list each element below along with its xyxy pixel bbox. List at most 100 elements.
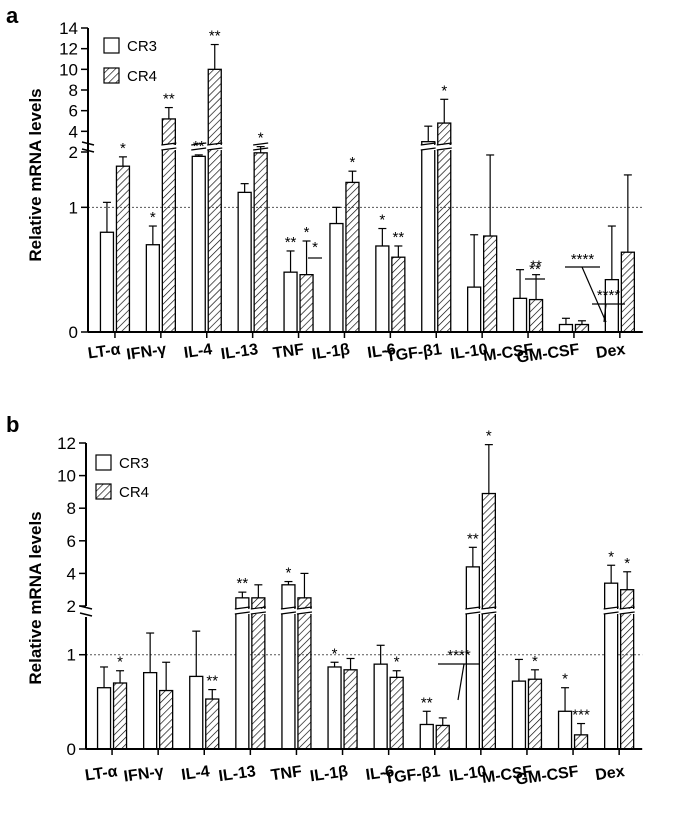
cr4-bar-group: * bbox=[389, 654, 404, 750]
significance-mark: * bbox=[120, 140, 126, 157]
cr4-bar bbox=[620, 251, 635, 333]
significance-mark: ** bbox=[393, 229, 405, 246]
cr4-bar-group: ** bbox=[391, 229, 406, 333]
cr3-bar-group bbox=[96, 666, 112, 750]
legend-swatch-cr3 bbox=[95, 454, 112, 471]
bar-break-gap bbox=[160, 145, 178, 150]
y-tick-label: 1 bbox=[69, 198, 78, 217]
significance-mark: ** bbox=[467, 530, 479, 547]
legend-swatch-cr4 bbox=[95, 483, 112, 500]
cr3-bar bbox=[558, 323, 574, 333]
axis-break-mark bbox=[79, 612, 93, 617]
cr3-bar-group: ** bbox=[464, 530, 482, 750]
significance-mark: ** bbox=[285, 234, 297, 251]
panel-label-a: a bbox=[6, 3, 19, 28]
bar-break-mark bbox=[481, 606, 497, 610]
cr3-bar bbox=[99, 231, 115, 333]
bar-break-mark bbox=[296, 611, 313, 615]
cr4-bar-group bbox=[295, 572, 313, 750]
bar-break-mark bbox=[619, 606, 635, 610]
legend-b: CR3 CR4 bbox=[95, 454, 149, 501]
legend-swatch-cr4 bbox=[103, 67, 120, 84]
cr3-bar-group bbox=[466, 234, 482, 333]
y-tick-label: 8 bbox=[69, 81, 78, 100]
bar-break-gap bbox=[480, 609, 498, 614]
x-tick-label: IL-13 bbox=[220, 341, 259, 363]
x-tick-label: LT-α bbox=[87, 341, 122, 362]
bar-break-mark bbox=[191, 147, 207, 151]
y-tick-label: 1 bbox=[67, 646, 76, 665]
bar-break-mark bbox=[296, 606, 313, 610]
cr4-bar-group: *** bbox=[572, 707, 590, 750]
significance-mark: ** bbox=[530, 258, 542, 275]
bar-break-mark bbox=[280, 611, 297, 615]
axis-break-mark bbox=[81, 148, 95, 153]
x-tick-label: IL-13 bbox=[218, 763, 257, 785]
cr3-bar-group: * bbox=[279, 565, 297, 750]
cr3-bar-group bbox=[604, 225, 619, 333]
bars-a: ****************************** bbox=[99, 28, 635, 333]
significance-mark: * bbox=[286, 565, 292, 582]
bar-break-gap bbox=[295, 609, 313, 614]
bar-break-mark bbox=[603, 606, 619, 610]
y-tick-label: 4 bbox=[69, 122, 78, 141]
cr4-bar bbox=[573, 734, 589, 750]
cr4-bar-group: * bbox=[480, 428, 498, 750]
cr4-bar-group: * bbox=[618, 555, 636, 750]
cr3-bar-group: * bbox=[557, 671, 573, 750]
cr4-bar-group: ** bbox=[206, 28, 224, 333]
bar-break-mark bbox=[619, 611, 635, 615]
cr3-bar bbox=[557, 710, 573, 750]
axis-break-mark bbox=[81, 141, 95, 146]
significance-mark: *** bbox=[572, 707, 590, 724]
cr4-bar-group: * bbox=[299, 224, 314, 333]
cr3-bar-group bbox=[511, 658, 527, 750]
bar-break-mark bbox=[465, 606, 481, 610]
cr3-bar-group: ** bbox=[419, 694, 434, 750]
bar-break-gap bbox=[190, 145, 208, 150]
cr3-bar bbox=[511, 680, 527, 750]
cr3-bar bbox=[96, 687, 112, 750]
cr4-bar bbox=[482, 235, 498, 333]
x-tick-label: TNF bbox=[272, 341, 305, 362]
x-tick-label: IL-4 bbox=[180, 763, 211, 784]
cr3-bar-group bbox=[237, 183, 252, 333]
cr4-bar bbox=[435, 724, 450, 750]
bar-break-mark bbox=[436, 147, 452, 151]
cr3-bar-group: * bbox=[145, 209, 161, 333]
bar-break-mark bbox=[234, 606, 250, 610]
x-tick-label: M-CSF bbox=[482, 341, 535, 365]
cr4-bar-group: ** bbox=[205, 673, 220, 750]
cr3-bar bbox=[145, 244, 161, 333]
bar-break-mark bbox=[207, 147, 223, 151]
panel-label-b: b bbox=[6, 412, 19, 437]
y-tick-label: 14 bbox=[59, 19, 78, 38]
significance-mark: * bbox=[117, 654, 123, 671]
cr4-bar bbox=[389, 676, 404, 750]
cr4-bar bbox=[158, 689, 174, 750]
y-tick-label: 2 bbox=[69, 143, 78, 162]
cr3-bar-group bbox=[558, 317, 574, 333]
bar-break-gap bbox=[464, 609, 482, 614]
bar-break-gap bbox=[206, 145, 224, 150]
legend-label-cr3: CR3 bbox=[119, 455, 149, 472]
y-tick-label: 0 bbox=[67, 740, 76, 759]
x-tick-label: LT-α bbox=[84, 763, 119, 784]
cr4-bar bbox=[207, 68, 222, 333]
y-tick-label: 10 bbox=[57, 467, 76, 486]
y-tick-label: 10 bbox=[59, 60, 78, 79]
cr3-bar-group bbox=[189, 630, 204, 750]
significance-mark: * bbox=[379, 212, 385, 229]
significance-mark: * bbox=[562, 671, 568, 688]
significance-mark: * bbox=[150, 209, 156, 226]
cr4-bar-group bbox=[158, 661, 174, 750]
cr4-bar bbox=[299, 274, 314, 333]
x-tick-label: IL-10 bbox=[449, 341, 488, 363]
cr3-bar-group: ** bbox=[190, 138, 208, 333]
cr4-bar bbox=[391, 256, 406, 333]
y-tick-label: 2 bbox=[67, 597, 76, 616]
